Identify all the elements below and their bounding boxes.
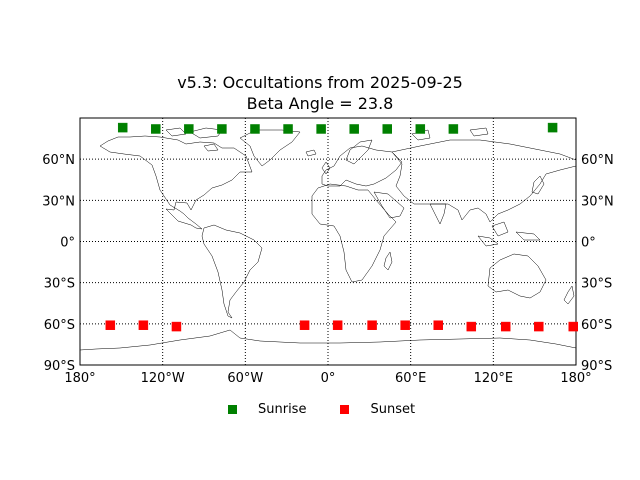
sunrise-marker (184, 124, 194, 134)
sunrise-marker (283, 124, 293, 134)
sunset-marker (466, 321, 477, 332)
chart-subtitle: Beta Angle = 23.8 (246, 94, 394, 113)
x-tick-label: 120°W (141, 371, 185, 386)
sunrise-marker (349, 124, 359, 134)
y-tick-label-left: 30°S (44, 277, 75, 292)
map-frame (79, 117, 577, 366)
sunrise-marker (316, 124, 326, 134)
sunset-marker (105, 320, 116, 330)
sunset-marker (367, 320, 377, 330)
y-tick-label-left: 0° (60, 236, 75, 251)
gridlines (80, 118, 576, 365)
sunset-marker (400, 320, 410, 330)
y-tick-label-left: 90°S (44, 359, 75, 374)
sunrise-marker (117, 122, 128, 133)
y-tick-label-left: 30°N (42, 194, 75, 209)
chart-title: v5.3: Occultations from 2025-09-25 (177, 73, 463, 92)
sunset-marker (138, 320, 149, 330)
legend-swatch-sunrise (228, 404, 237, 414)
sunrise-marker (382, 124, 392, 134)
y-tick-label-right: 30°N (581, 194, 614, 209)
y-tick-label-right: 60°S (581, 318, 612, 333)
x-tick-label: 0° (321, 371, 336, 386)
axis-tick-labels: 180° 120°W 60°W 0° 60°E 120°E 180° 60°N 60°N 30°N… (42, 153, 614, 386)
y-tick-label-left: 60°N (42, 153, 75, 168)
y-tick-label-right: 60°N (581, 153, 614, 168)
sunset-marker (299, 320, 310, 330)
sunset-marker (534, 321, 544, 332)
legend-label-sunrise: Sunrise (258, 401, 307, 417)
x-tick-label: 60°W (227, 371, 263, 386)
continents-outline (80, 127, 576, 365)
y-tick-label-left: 60°S (44, 318, 75, 333)
y-tick-label-right: 30°S (581, 277, 612, 292)
sunrise-marker (151, 124, 161, 134)
sunrise-marker (547, 122, 558, 133)
x-tick-label: 180° (64, 371, 95, 386)
x-tick-label: 60°E (395, 371, 426, 386)
legend-label-sunset: Sunset (370, 401, 416, 417)
sunrise-marker (415, 124, 426, 134)
sunset-marker (500, 321, 511, 332)
occultation-markers (105, 122, 578, 332)
x-tick-label: 180° (560, 371, 591, 386)
sunrise-marker (217, 124, 227, 134)
sunrise-marker (448, 124, 459, 134)
sunset-marker (433, 320, 443, 330)
sunset-marker (171, 321, 182, 332)
x-tick-label: 120°E (474, 371, 514, 386)
legend-item-sunrise: Sunrise (228, 402, 306, 417)
legend-swatch-sunset (340, 404, 350, 414)
y-tick-label-right: 0° (581, 236, 596, 251)
sunrise-marker (250, 124, 260, 134)
y-tick-label-right: 90°S (581, 359, 612, 374)
sunset-marker (568, 321, 578, 332)
sunset-marker (332, 320, 343, 330)
legend: Sunrise Sunset (228, 399, 449, 419)
legend-item-sunset: Sunset (340, 402, 415, 417)
